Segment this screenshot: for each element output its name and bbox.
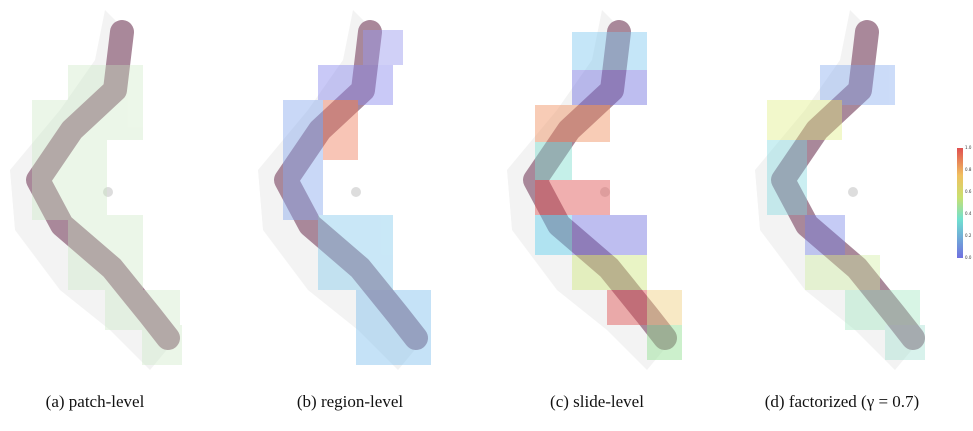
caption: (a) patch-level bbox=[46, 392, 145, 411]
figure: 1.0 0.8 0.6 0.4 0.2 0.0 (a) patch-level (b) r… bbox=[0, 0, 973, 431]
panel-slide bbox=[507, 10, 682, 370]
colorbar-tick: 0.0 bbox=[965, 255, 972, 260]
colorbar-tick: 0.2 bbox=[965, 233, 972, 238]
caption: (b) region-level bbox=[297, 392, 403, 411]
caption: (c) slide-level bbox=[550, 392, 644, 411]
panel-patch bbox=[10, 10, 182, 370]
caption: (d) factorized (γ = 0.7) bbox=[765, 392, 919, 411]
panel-region bbox=[258, 10, 431, 370]
panel-factorized bbox=[755, 10, 925, 370]
colorbar-tick: 1.0 bbox=[965, 145, 972, 150]
colorbar-tick: 0.6 bbox=[965, 189, 972, 194]
colorbar-tick: 0.4 bbox=[965, 211, 972, 216]
colorbar bbox=[957, 148, 963, 258]
colorbar-tick: 0.8 bbox=[965, 167, 972, 172]
